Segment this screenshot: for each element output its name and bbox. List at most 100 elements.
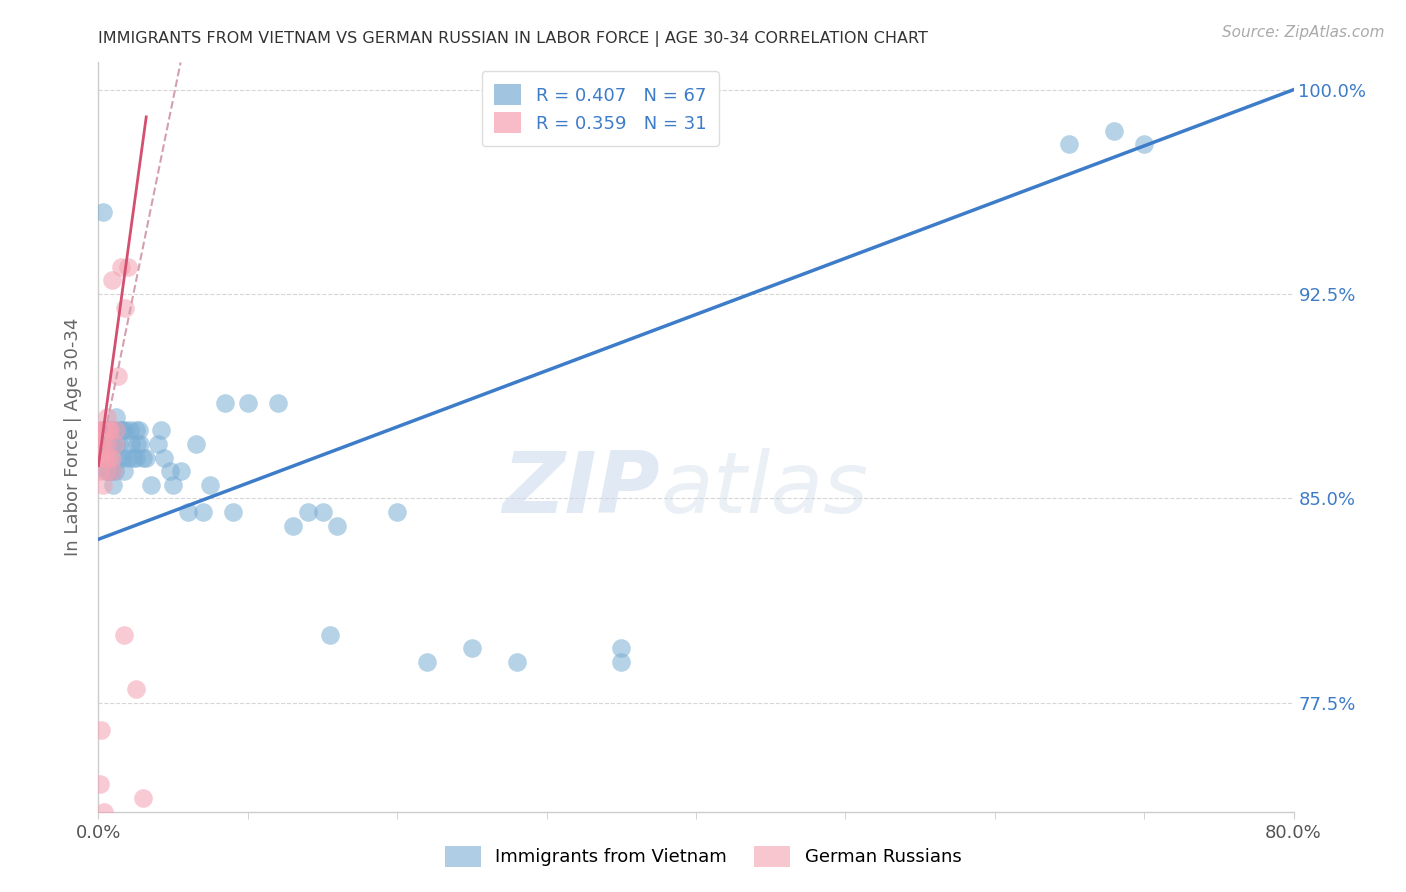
Point: [118, 423, 141, 437]
Point: [89, 464, 111, 478]
Point: [153, 450, 176, 465]
Point: [97, 423, 120, 437]
Point: [610, 641, 633, 656]
Point: [101, 437, 124, 451]
Point: [96, 409, 118, 424]
Point: [319, 627, 342, 641]
Point: [191, 505, 214, 519]
Point: [148, 437, 170, 451]
Point: [107, 368, 129, 383]
Point: [139, 477, 162, 491]
Point: [108, 437, 131, 451]
Point: [135, 450, 157, 465]
Point: [96, 423, 118, 437]
Point: [222, 505, 245, 519]
Point: [91, 477, 114, 491]
Point: [93, 805, 115, 819]
Point: [177, 505, 200, 519]
Point: [97, 450, 120, 465]
Text: IMMIGRANTS FROM VIETNAM VS GERMAN RUSSIAN IN LABOR FORCE | AGE 30-34 CORRELATION: IMMIGRANTS FROM VIETNAM VS GERMAN RUSSIA…: [98, 31, 928, 47]
Point: [125, 450, 148, 465]
Point: [97, 423, 120, 437]
Point: [111, 450, 134, 465]
Point: [91, 437, 114, 451]
Point: [326, 518, 349, 533]
Point: [1104, 123, 1126, 137]
Point: [461, 641, 484, 656]
Legend: Immigrants from Vietnam, German Russians: Immigrants from Vietnam, German Russians: [437, 838, 969, 874]
Point: [128, 423, 150, 437]
Point: [94, 423, 117, 437]
Point: [169, 464, 191, 478]
Point: [311, 505, 333, 519]
Legend: R = 0.407   N = 67, R = 0.359   N = 31: R = 0.407 N = 67, R = 0.359 N = 31: [482, 71, 718, 145]
Point: [112, 627, 135, 641]
Point: [121, 450, 143, 465]
Point: [90, 423, 112, 437]
Point: [267, 396, 290, 410]
Point: [184, 437, 207, 451]
Point: [101, 450, 124, 465]
Point: [104, 464, 127, 478]
Point: [93, 437, 115, 451]
Point: [93, 450, 115, 465]
Point: [114, 301, 136, 315]
Point: [91, 450, 114, 465]
Y-axis label: In Labor Force | Age 30-34: In Labor Force | Age 30-34: [63, 318, 82, 557]
Point: [103, 464, 125, 478]
Point: [110, 260, 132, 274]
Text: Source: ZipAtlas.com: Source: ZipAtlas.com: [1222, 25, 1385, 40]
Point: [125, 423, 148, 437]
Point: [120, 437, 142, 451]
Point: [200, 477, 222, 491]
Point: [110, 423, 132, 437]
Point: [89, 423, 111, 437]
Point: [214, 396, 236, 410]
Point: [104, 423, 127, 437]
Point: [98, 437, 122, 451]
Point: [98, 423, 122, 437]
Point: [117, 450, 139, 465]
Point: [281, 518, 304, 533]
Point: [105, 437, 128, 451]
Point: [162, 477, 184, 491]
Point: [93, 423, 115, 437]
Text: atlas: atlas: [661, 448, 868, 531]
Point: [107, 450, 129, 465]
Point: [89, 777, 111, 791]
Point: [91, 423, 114, 437]
Point: [96, 437, 118, 451]
Point: [1133, 137, 1156, 152]
Point: [94, 423, 117, 437]
Point: [94, 450, 117, 465]
Point: [90, 723, 112, 737]
Point: [93, 423, 115, 437]
Point: [111, 423, 134, 437]
Point: [125, 682, 148, 697]
Point: [127, 437, 149, 451]
Point: [97, 464, 120, 478]
Point: [150, 423, 173, 437]
Point: [90, 437, 112, 451]
Point: [101, 423, 124, 437]
Point: [117, 260, 139, 274]
Point: [416, 655, 439, 669]
Text: ZIP: ZIP: [502, 448, 661, 531]
Point: [103, 437, 125, 451]
Point: [101, 464, 124, 478]
Point: [132, 450, 155, 465]
Point: [1059, 137, 1081, 152]
Point: [506, 655, 529, 669]
Point: [89, 437, 111, 451]
Point: [114, 423, 136, 437]
Point: [132, 791, 155, 805]
Point: [610, 655, 633, 669]
Point: [297, 505, 319, 519]
Point: [103, 477, 125, 491]
Point: [94, 437, 117, 451]
Point: [105, 423, 128, 437]
Point: [94, 464, 117, 478]
Point: [385, 505, 409, 519]
Point: [104, 437, 127, 451]
Point: [129, 437, 152, 451]
